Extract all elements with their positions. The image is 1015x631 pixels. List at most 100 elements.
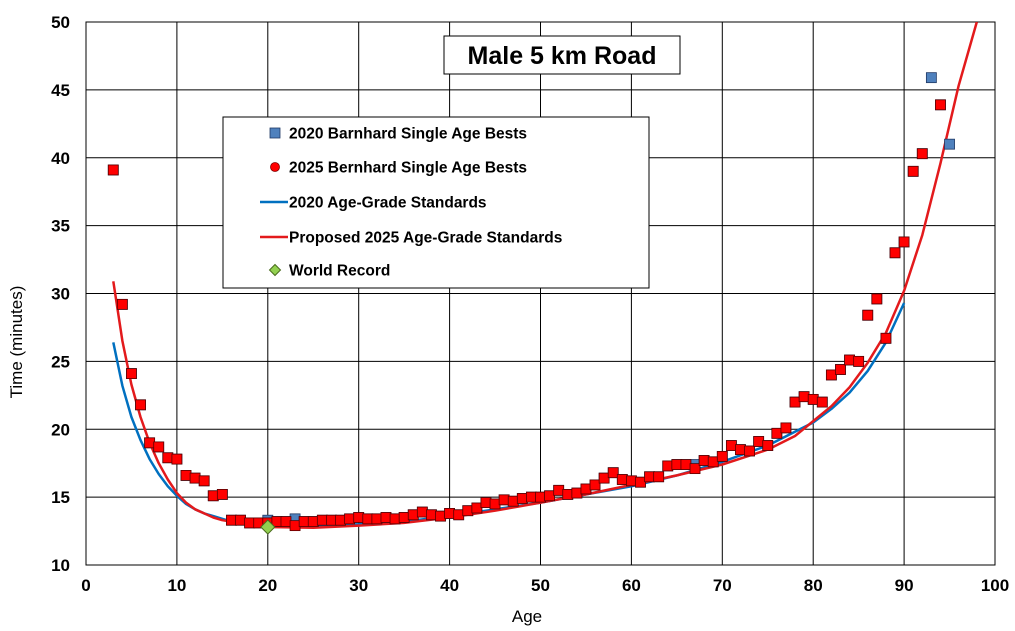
x-tick-label: 40 <box>440 576 459 595</box>
2025-bernhard-single-age-bests-point <box>789 396 801 408</box>
2025-bernhard-single-age-bests-point <box>398 512 410 523</box>
2025-bernhard-single-age-bests-point <box>807 393 819 405</box>
2025-bernhard-single-age-bests-point <box>444 508 456 519</box>
2025-bernhard-single-age-bests-point <box>880 332 892 344</box>
2025-bernhard-single-age-bests-point <box>553 484 565 496</box>
legend-label: World Record <box>289 263 390 280</box>
2025-bernhard-single-age-bests-markers <box>107 99 946 532</box>
y-tick-label: 30 <box>51 285 70 304</box>
y-tick-label: 10 <box>51 556 70 575</box>
legend-box <box>222 116 650 289</box>
legend-label: Proposed 2025 Age-Grade Standards <box>289 230 562 247</box>
2025-bernhard-single-age-bests-point <box>389 513 401 525</box>
legend-label: 2025 Bernhard Single Age Bests <box>289 160 527 177</box>
2025-bernhard-single-age-bests-point <box>116 298 128 310</box>
2025-bernhard-single-age-bests-point <box>698 455 710 466</box>
legend-label: 2020 Barnhard Single Age Bests <box>289 126 527 143</box>
2025-bernhard-single-age-bests-point <box>180 470 192 481</box>
2025-bernhard-single-age-bests-point <box>716 450 728 462</box>
2025-bernhard-single-age-bests-point <box>244 517 256 529</box>
x-tick-label: 80 <box>804 576 823 595</box>
2025-bernhard-single-age-bests-point <box>280 516 292 527</box>
2025-bernhard-single-age-bests-point <box>189 472 201 484</box>
2025-bernhard-single-age-bests-point <box>380 512 392 523</box>
legend-swatch <box>269 127 281 139</box>
2025-bernhard-single-age-bests-point <box>816 396 828 408</box>
2020-barnhard-single-age-bests-point <box>944 138 955 150</box>
2025-bernhard-single-age-bests-point <box>707 456 719 468</box>
2025-bernhard-single-age-bests-point <box>362 513 374 525</box>
y-tick-label: 40 <box>51 149 70 168</box>
2025-bernhard-single-age-bests-point <box>535 491 546 503</box>
y-tick-label: 45 <box>51 81 70 100</box>
2025-bernhard-single-age-bests-point <box>298 516 310 527</box>
2025-bernhard-single-age-bests-point <box>407 509 419 521</box>
world-record-point <box>260 519 276 535</box>
y-tick-label: 50 <box>51 13 70 32</box>
y-tick-labels: 10 15 20 25 30 35 40 45 50 <box>51 13 70 575</box>
2025-bernhard-single-age-bests-point <box>344 513 356 525</box>
x-tick-label: 50 <box>531 576 550 595</box>
x-tick-labels: 0 10 20 30 40 50 60 70 80 90 100 <box>81 576 1009 595</box>
legend-item-2025-bernhard-single-age-bests: 2025 Bernhard Single Age Bests <box>270 160 527 177</box>
2025-bernhard-single-age-bests-point <box>144 437 156 449</box>
legend-label: 2020 Age-Grade Standards <box>289 195 487 212</box>
x-tick-label: 0 <box>81 576 90 595</box>
2025-bernhard-single-age-bests-point <box>598 472 610 484</box>
2025-bernhard-single-age-bests-point <box>589 479 601 491</box>
2025-bernhard-single-age-bests-point <box>562 489 574 500</box>
x-axis-label: Age <box>512 607 542 626</box>
2025-bernhard-single-age-bests-point <box>735 444 746 456</box>
2025-bernhard-single-age-bests-point <box>725 440 737 451</box>
2025-bernhard-single-age-bests-point <box>435 510 446 522</box>
2025-bernhard-single-age-bests-point <box>889 247 901 259</box>
y-tick-label: 25 <box>51 352 70 371</box>
2025-bernhard-single-age-bests-point <box>935 99 946 111</box>
2025-bernhard-single-age-bests-point <box>416 506 428 518</box>
2025-bernhard-single-age-bests-point <box>898 236 910 248</box>
2025-bernhard-single-age-bests-point <box>744 445 755 457</box>
chart-title-box: Male 5 km Road <box>443 35 681 75</box>
2025-bernhard-single-age-bests-point <box>653 471 665 483</box>
legend-item-2020-barnhard-single-age-bests: 2020 Barnhard Single Age Bests <box>269 126 527 143</box>
y-tick-label: 35 <box>51 217 70 236</box>
2025-bernhard-single-age-bests-point <box>507 495 519 507</box>
2025-bernhard-single-age-bests-point <box>107 164 119 176</box>
2025-bernhard-single-age-bests-point <box>780 422 792 434</box>
2025-bernhard-single-age-bests-point <box>544 490 555 502</box>
proposed-2025-age-grade-standards-line <box>112 22 979 529</box>
2025-bernhard-single-age-bests-point <box>526 491 537 503</box>
2025-bernhard-single-age-bests-point <box>607 467 619 479</box>
2020-barnhard-single-age-bests-point <box>925 72 937 84</box>
2025-bernhard-single-age-bests-point <box>462 505 474 517</box>
x-tick-label: 30 <box>349 576 368 595</box>
x-tick-label: 90 <box>895 576 914 595</box>
2025-bernhard-single-age-bests-point <box>135 399 146 411</box>
2025-bernhard-single-age-bests-point <box>644 471 655 483</box>
2025-bernhard-single-age-bests-point <box>680 459 692 470</box>
2025-bernhard-single-age-bests-point <box>689 463 701 475</box>
2025-bernhard-single-age-bests-point <box>126 368 137 379</box>
x-tick-label: 20 <box>258 576 277 595</box>
legend-swatch <box>270 162 280 172</box>
y-tick-label: 15 <box>51 488 70 507</box>
2025-bernhard-single-age-bests-point <box>825 369 837 381</box>
2025-bernhard-single-age-bests-point <box>353 512 365 523</box>
2025-bernhard-single-age-bests-point <box>216 489 228 500</box>
2025-bernhard-single-age-bests-point <box>171 453 183 465</box>
2025-bernhard-single-age-bests-point <box>371 513 383 525</box>
2025-bernhard-single-age-bests-point <box>307 516 319 527</box>
2025-bernhard-single-age-bests-point <box>844 354 855 366</box>
2025-bernhard-single-age-bests-point <box>198 475 210 487</box>
2025-bernhard-single-age-bests-point <box>162 452 174 464</box>
2025-bernhard-single-age-bests-point <box>453 509 465 521</box>
2025-bernhard-single-age-bests-point <box>335 514 346 526</box>
2025-bernhard-single-age-bests-point <box>662 460 674 472</box>
2025-bernhard-single-age-bests-point <box>426 509 437 521</box>
x-tick-label: 100 <box>981 576 1009 595</box>
2025-bernhard-single-age-bests-point <box>516 493 528 504</box>
2025-bernhard-single-age-bests-point <box>835 364 846 375</box>
legend-swatch <box>268 263 282 277</box>
2025-bernhard-single-age-bests-point <box>871 293 883 305</box>
